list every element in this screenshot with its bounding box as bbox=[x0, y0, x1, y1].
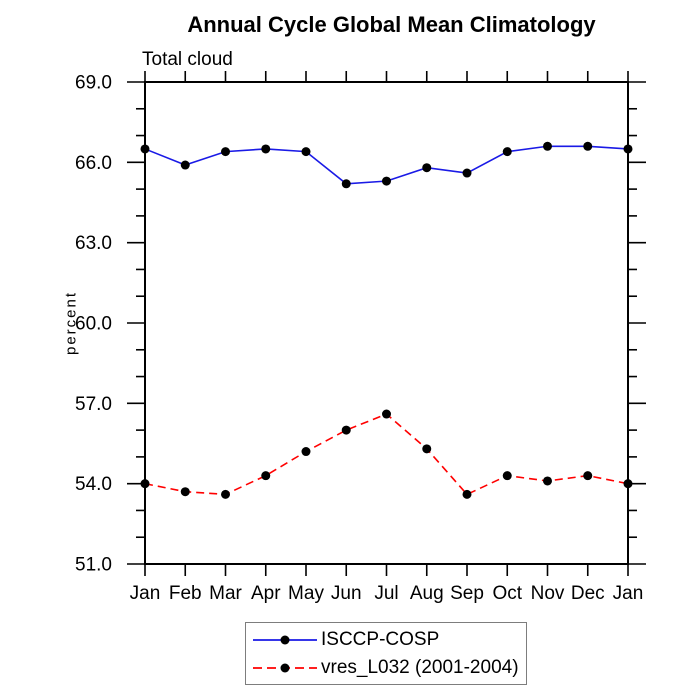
series-line-vres-l032-2001-2004 bbox=[144, 413, 629, 496]
x-axis-tick-label: Sep bbox=[450, 583, 484, 604]
data-point-marker bbox=[583, 471, 593, 481]
data-point-marker bbox=[261, 144, 271, 154]
x-axis-tick-label: Jan bbox=[613, 583, 644, 604]
x-axis-tick-label: Feb bbox=[169, 583, 202, 604]
data-point-marker bbox=[382, 176, 391, 186]
data-point-marker bbox=[502, 471, 512, 481]
plot-frame bbox=[144, 81, 629, 565]
x-axis-tick-label: Jun bbox=[331, 583, 362, 604]
legend-entry-isccp-cosp: ISCCP-COSP bbox=[251, 626, 526, 654]
data-point-marker bbox=[261, 471, 271, 481]
legend-dashed-line-sample bbox=[253, 663, 317, 673]
data-point-marker bbox=[341, 179, 351, 189]
x-axis-tick-label: Oct bbox=[492, 583, 522, 604]
data-point-marker bbox=[221, 489, 230, 499]
legend-entry-vres-l032: vres_L032 (2001-2004) bbox=[251, 654, 526, 682]
data-point-marker bbox=[462, 489, 472, 499]
x-axis-tick-label: Apr bbox=[251, 583, 281, 604]
x-axis-tick-label: Mar bbox=[209, 583, 242, 604]
data-point-marker bbox=[341, 425, 351, 435]
x-axis-tick-label: Aug bbox=[410, 583, 444, 604]
data-point-marker bbox=[543, 141, 552, 151]
plot-area: 51.0 54.0 57.0 60.0 63.0 66.0 69.0 Jan Feb Mar Apr… bbox=[75, 71, 646, 604]
data-point-marker bbox=[583, 141, 593, 151]
data-point-marker bbox=[462, 168, 472, 178]
x-axis-tick-label: Dec bbox=[571, 583, 605, 604]
data-point-marker bbox=[221, 147, 230, 157]
chart-subtitle: Total cloud bbox=[142, 49, 233, 70]
data-point-marker bbox=[623, 479, 633, 489]
y-axis-tick-label: 63.0 bbox=[75, 233, 112, 254]
legend-label: ISCCP-COSP bbox=[321, 629, 440, 650]
y-axis-tick-label: 60.0 bbox=[75, 314, 112, 335]
data-point-marker bbox=[180, 487, 190, 497]
data-point-marker bbox=[140, 144, 150, 154]
x-axis-tick-label: Jul bbox=[374, 583, 398, 604]
legend: ISCCP-COSP vres_L032 (2001-2004) bbox=[245, 622, 527, 685]
data-point-marker bbox=[301, 147, 311, 157]
legend-solid-line-sample bbox=[253, 635, 317, 645]
y-axis-tick-label: 51.0 bbox=[75, 555, 112, 576]
data-point-marker bbox=[623, 144, 633, 154]
data-point-marker bbox=[180, 160, 190, 170]
data-point-marker bbox=[422, 444, 432, 454]
y-axis-tick-label: 57.0 bbox=[75, 394, 112, 415]
x-axis-tick-label: Jan bbox=[130, 583, 161, 604]
data-point-marker bbox=[502, 147, 512, 157]
y-axis-tick-label: 66.0 bbox=[75, 153, 112, 174]
data-point-marker bbox=[422, 163, 432, 173]
x-axis-tick-label: Nov bbox=[531, 583, 565, 604]
y-axis-tick-label: 54.0 bbox=[75, 474, 112, 495]
data-point-marker bbox=[140, 479, 150, 489]
data-point-marker bbox=[301, 447, 311, 457]
data-point-marker bbox=[543, 476, 552, 486]
chart-title: Annual Cycle Global Mean Climatology bbox=[187, 12, 596, 37]
y-axis-tick-label: 69.0 bbox=[75, 73, 112, 94]
data-point-marker bbox=[382, 409, 391, 419]
legend-label: vres_L032 (2001-2004) bbox=[321, 657, 519, 678]
x-axis-tick-label: May bbox=[288, 583, 324, 604]
